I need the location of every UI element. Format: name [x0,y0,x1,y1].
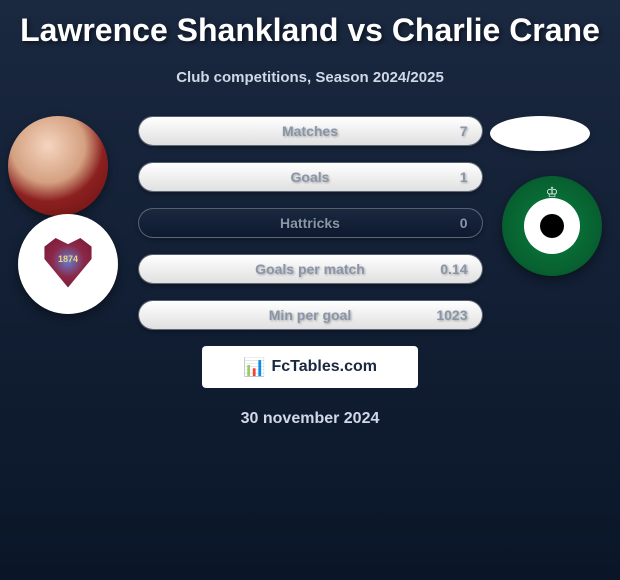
stat-row: Min per goal 1023 [138,300,483,330]
subtitle: Club competitions, Season 2024/2025 [0,69,620,86]
stat-row: Matches 7 [138,116,483,146]
stat-label: Goals [291,169,330,185]
stats-container: Matches 7 Goals 1 Hattricks 0 Goals per … [138,116,483,330]
stat-value: 1023 [436,307,467,323]
crown-icon: ♔ [546,184,559,201]
club-right-inner-ring [524,198,580,254]
chart-icon: 📊 [243,357,265,378]
stat-row: Goals per match 0.14 [138,254,483,284]
stat-value: 0 [460,215,468,231]
date-text: 30 november 2024 [0,410,620,428]
club-right-badge: ♔ [502,176,602,276]
brand-badge[interactable]: 📊 FcTables.com [202,346,418,388]
stat-row: Goals 1 [138,162,483,192]
stat-label: Goals per match [255,261,365,277]
stat-value: 0.14 [440,261,467,277]
brand-text: FcTables.com [271,358,377,376]
page-title: Lawrence Shankland vs Charlie Crane [0,0,620,49]
club-left-badge: 1874 [18,214,118,314]
stat-value: 7 [460,123,468,139]
hearts-crest-icon: 1874 [37,233,99,295]
stat-label: Matches [282,123,338,139]
club-left-year: 1874 [58,254,78,264]
club-right-center-dot [540,214,564,238]
player-right-avatar [490,116,590,151]
stat-label: Min per goal [269,307,351,323]
stat-row: Hattricks 0 [138,208,483,238]
stat-value: 1 [460,169,468,185]
stat-label: Hattricks [280,215,340,231]
content-area: 1874 ♔ Matches 7 Goals 1 Hattricks 0 Goa… [0,116,620,428]
player-left-avatar [8,116,108,216]
